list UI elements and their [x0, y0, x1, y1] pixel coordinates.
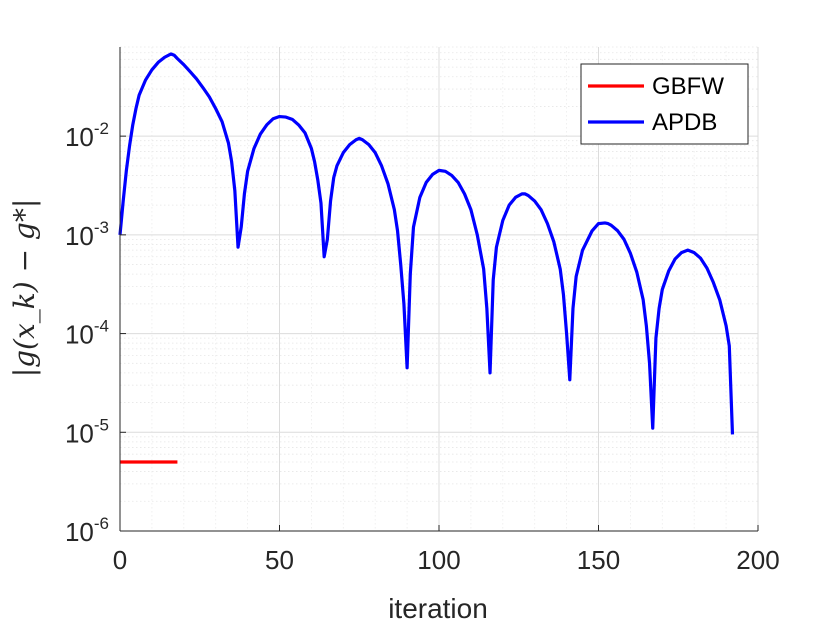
x-axis-label: iteration: [388, 593, 488, 624]
y-axis-label: |g(x_k) − g*|: [8, 199, 41, 378]
y-tick-base: 10: [65, 122, 94, 152]
series-layer: [118, 52, 735, 464]
y-tick-base: 10: [65, 418, 94, 448]
y-tick-label: 10-5: [65, 415, 109, 448]
y-tick-exponent: -4: [94, 317, 109, 336]
y-tick-label: 10-3: [65, 218, 109, 251]
y-tick-label: 10-4: [65, 317, 109, 350]
axes: [119, 47, 759, 532]
x-tick-label: 200: [736, 545, 779, 575]
y-tick-base: 10: [65, 320, 94, 350]
x-tick-label: 100: [417, 545, 460, 575]
y-tick-exponent: -6: [94, 514, 109, 533]
y-tick-label: 10-2: [65, 119, 109, 152]
y-tick-exponent: -5: [94, 415, 109, 434]
y-tick-base: 10: [65, 517, 94, 547]
y-tick-exponent: -3: [94, 218, 109, 237]
y-tick-base: 10: [65, 221, 94, 251]
legend-box: [580, 63, 749, 145]
legend-label-apdb: APDB: [652, 109, 717, 136]
y-tick-label: 10-6: [65, 514, 109, 547]
series-line-apdb: [118, 52, 735, 435]
y-tick-exponent: -2: [94, 119, 109, 138]
legend: GBFW APDB: [580, 63, 749, 145]
x-tick-label: 0: [113, 545, 127, 575]
x-tick-label: 50: [265, 545, 294, 575]
x-tick-label: 150: [577, 545, 620, 575]
legend-label-gbfw: GBFW: [652, 73, 724, 100]
